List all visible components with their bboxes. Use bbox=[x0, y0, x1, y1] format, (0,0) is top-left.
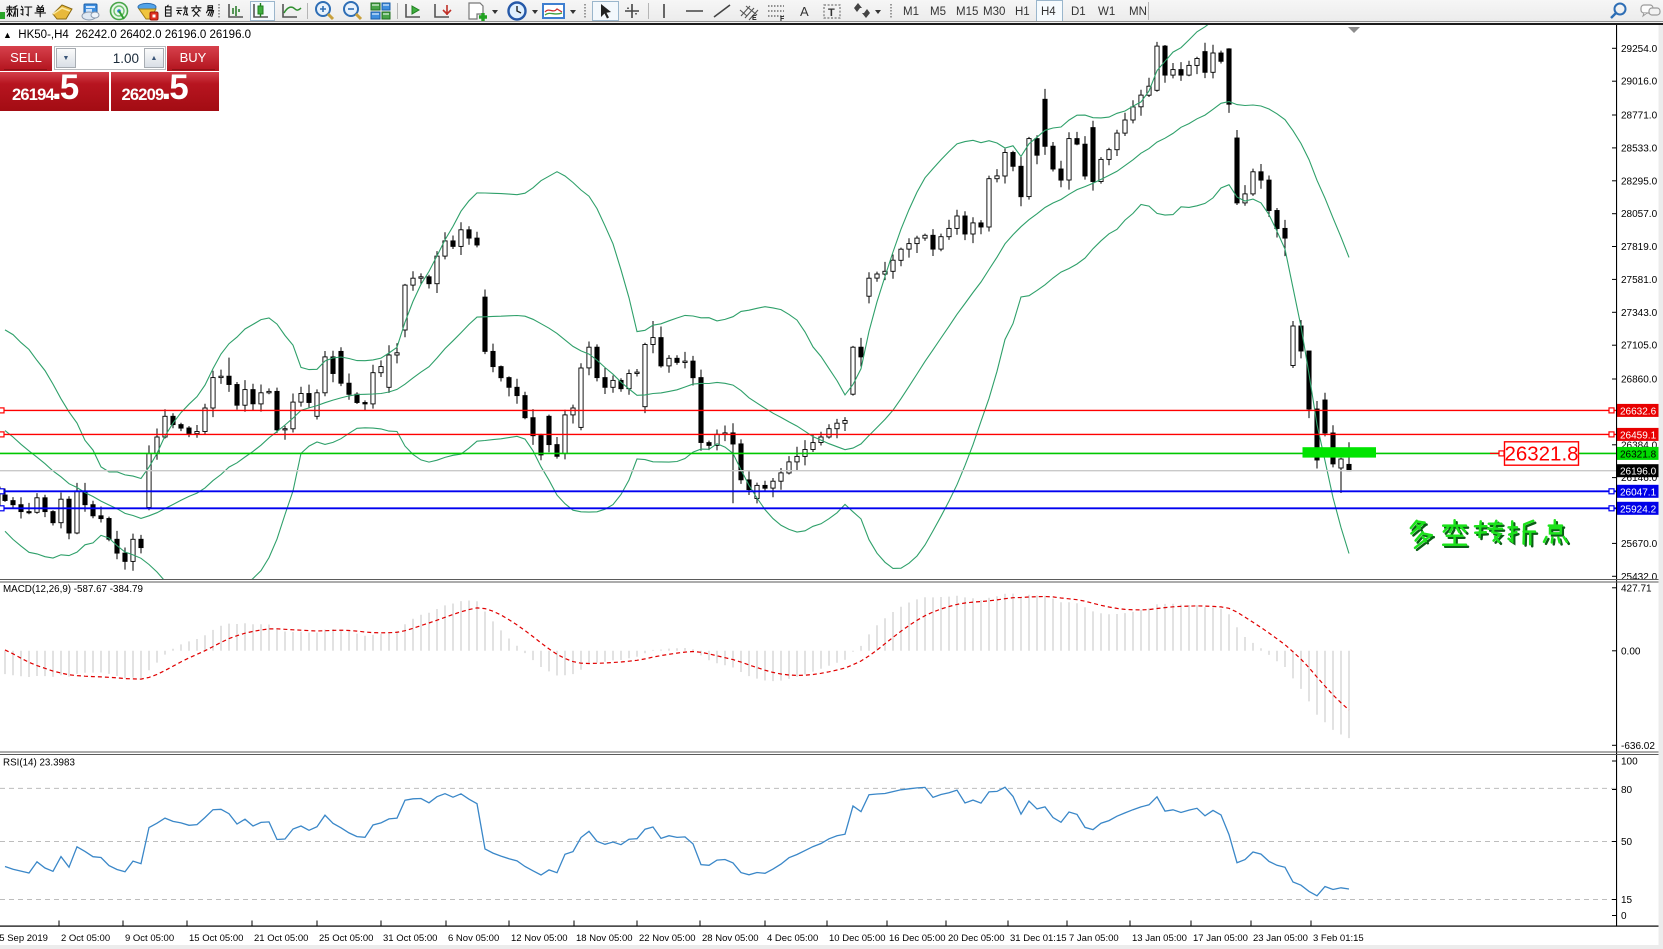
svg-text:23 Jan 05:00: 23 Jan 05:00 bbox=[1253, 933, 1308, 944]
svg-text:27343.0: 27343.0 bbox=[1621, 308, 1658, 319]
svg-text:25924.2: 25924.2 bbox=[1620, 504, 1657, 515]
svg-text:0.00: 0.00 bbox=[1621, 646, 1641, 657]
svg-text:D1: D1 bbox=[1071, 6, 1086, 18]
svg-text:A: A bbox=[800, 4, 809, 19]
svg-text:26459.1: 26459.1 bbox=[1620, 430, 1657, 441]
svg-text:M5: M5 bbox=[930, 6, 946, 18]
svg-text:16 Dec 05:00: 16 Dec 05:00 bbox=[889, 933, 946, 944]
svg-text:H1: H1 bbox=[1015, 6, 1030, 18]
svg-text:26196.0: 26196.0 bbox=[1620, 467, 1657, 478]
svg-text:31 Dec 01:15: 31 Dec 01:15 bbox=[1010, 933, 1067, 944]
svg-text:31 Oct 05:00: 31 Oct 05:00 bbox=[383, 933, 437, 944]
svg-text:6 Nov 05:00: 6 Nov 05:00 bbox=[448, 933, 499, 944]
svg-text:28533.0: 28533.0 bbox=[1621, 143, 1658, 154]
svg-text:26384.0: 26384.0 bbox=[1621, 440, 1658, 451]
svg-text:3 Feb 01:15: 3 Feb 01:15 bbox=[1313, 933, 1364, 944]
svg-text:RSI(14) 23.3983: RSI(14) 23.3983 bbox=[3, 758, 75, 769]
svg-text:25 Oct 05:00: 25 Oct 05:00 bbox=[319, 933, 373, 944]
svg-text:50: 50 bbox=[1621, 837, 1633, 848]
svg-text:28057.0: 28057.0 bbox=[1621, 209, 1658, 220]
svg-text:26860.0: 26860.0 bbox=[1621, 375, 1658, 386]
svg-text:26632.6: 26632.6 bbox=[1620, 406, 1657, 417]
svg-text:10 Dec 05:00: 10 Dec 05:00 bbox=[829, 933, 886, 944]
svg-text:28 Nov 05:00: 28 Nov 05:00 bbox=[702, 933, 759, 944]
svg-text:W1: W1 bbox=[1098, 6, 1115, 18]
svg-text:80: 80 bbox=[1621, 785, 1633, 796]
svg-text:15: 15 bbox=[1621, 895, 1633, 906]
svg-text:M15: M15 bbox=[956, 6, 978, 18]
svg-text:H4: H4 bbox=[1041, 6, 1056, 18]
svg-text:20 Dec 05:00: 20 Dec 05:00 bbox=[948, 933, 1005, 944]
svg-text:27105.0: 27105.0 bbox=[1621, 341, 1658, 352]
svg-text:28771.0: 28771.0 bbox=[1621, 111, 1658, 122]
svg-text:7 Jan 05:00: 7 Jan 05:00 bbox=[1069, 933, 1119, 944]
svg-text:-636.02: -636.02 bbox=[1621, 741, 1655, 752]
svg-text:27581.0: 27581.0 bbox=[1621, 275, 1658, 286]
svg-text:29016.0: 29016.0 bbox=[1621, 77, 1658, 88]
svg-text:M1: M1 bbox=[903, 6, 919, 18]
svg-text:26146.0: 26146.0 bbox=[1621, 473, 1658, 484]
svg-text:25 Sep 2019: 25 Sep 2019 bbox=[0, 933, 48, 944]
svg-text:27819.0: 27819.0 bbox=[1621, 242, 1658, 253]
svg-text:25432.0: 25432.0 bbox=[1621, 572, 1658, 583]
svg-text:MN: MN bbox=[1129, 6, 1147, 18]
svg-text:15 Oct 05:00: 15 Oct 05:00 bbox=[189, 933, 243, 944]
svg-text:29254.0: 29254.0 bbox=[1621, 44, 1658, 55]
svg-text:T: T bbox=[828, 7, 835, 19]
svg-text:100: 100 bbox=[1621, 757, 1638, 768]
svg-text:427.71: 427.71 bbox=[1621, 583, 1652, 594]
svg-text:26047.1: 26047.1 bbox=[1620, 487, 1657, 498]
svg-text:M30: M30 bbox=[983, 6, 1005, 18]
svg-text:17 Jan 05:00: 17 Jan 05:00 bbox=[1193, 933, 1248, 944]
svg-text:26321.8: 26321.8 bbox=[1504, 443, 1578, 466]
svg-text:26321.8: 26321.8 bbox=[1620, 449, 1657, 460]
svg-text:E: E bbox=[752, 15, 757, 22]
svg-text:9 Oct 05:00: 9 Oct 05:00 bbox=[125, 933, 174, 944]
svg-text:0: 0 bbox=[1621, 911, 1627, 922]
svg-text:22 Nov 05:00: 22 Nov 05:00 bbox=[639, 933, 696, 944]
svg-text:MACD(12,26,9) -587.67 -384.79: MACD(12,26,9) -587.67 -384.79 bbox=[3, 584, 143, 595]
svg-text:21 Oct 05:00: 21 Oct 05:00 bbox=[254, 933, 308, 944]
svg-text:28295.0: 28295.0 bbox=[1621, 176, 1658, 187]
svg-text:4 Dec 05:00: 4 Dec 05:00 bbox=[767, 933, 818, 944]
svg-text:2 Oct 05:00: 2 Oct 05:00 bbox=[61, 933, 110, 944]
svg-text:12 Nov 05:00: 12 Nov 05:00 bbox=[511, 933, 568, 944]
svg-text:18 Nov 05:00: 18 Nov 05:00 bbox=[576, 933, 633, 944]
svg-text:13 Jan 05:00: 13 Jan 05:00 bbox=[1132, 933, 1187, 944]
svg-text:F: F bbox=[780, 16, 785, 23]
svg-text:25670.0: 25670.0 bbox=[1621, 539, 1658, 550]
